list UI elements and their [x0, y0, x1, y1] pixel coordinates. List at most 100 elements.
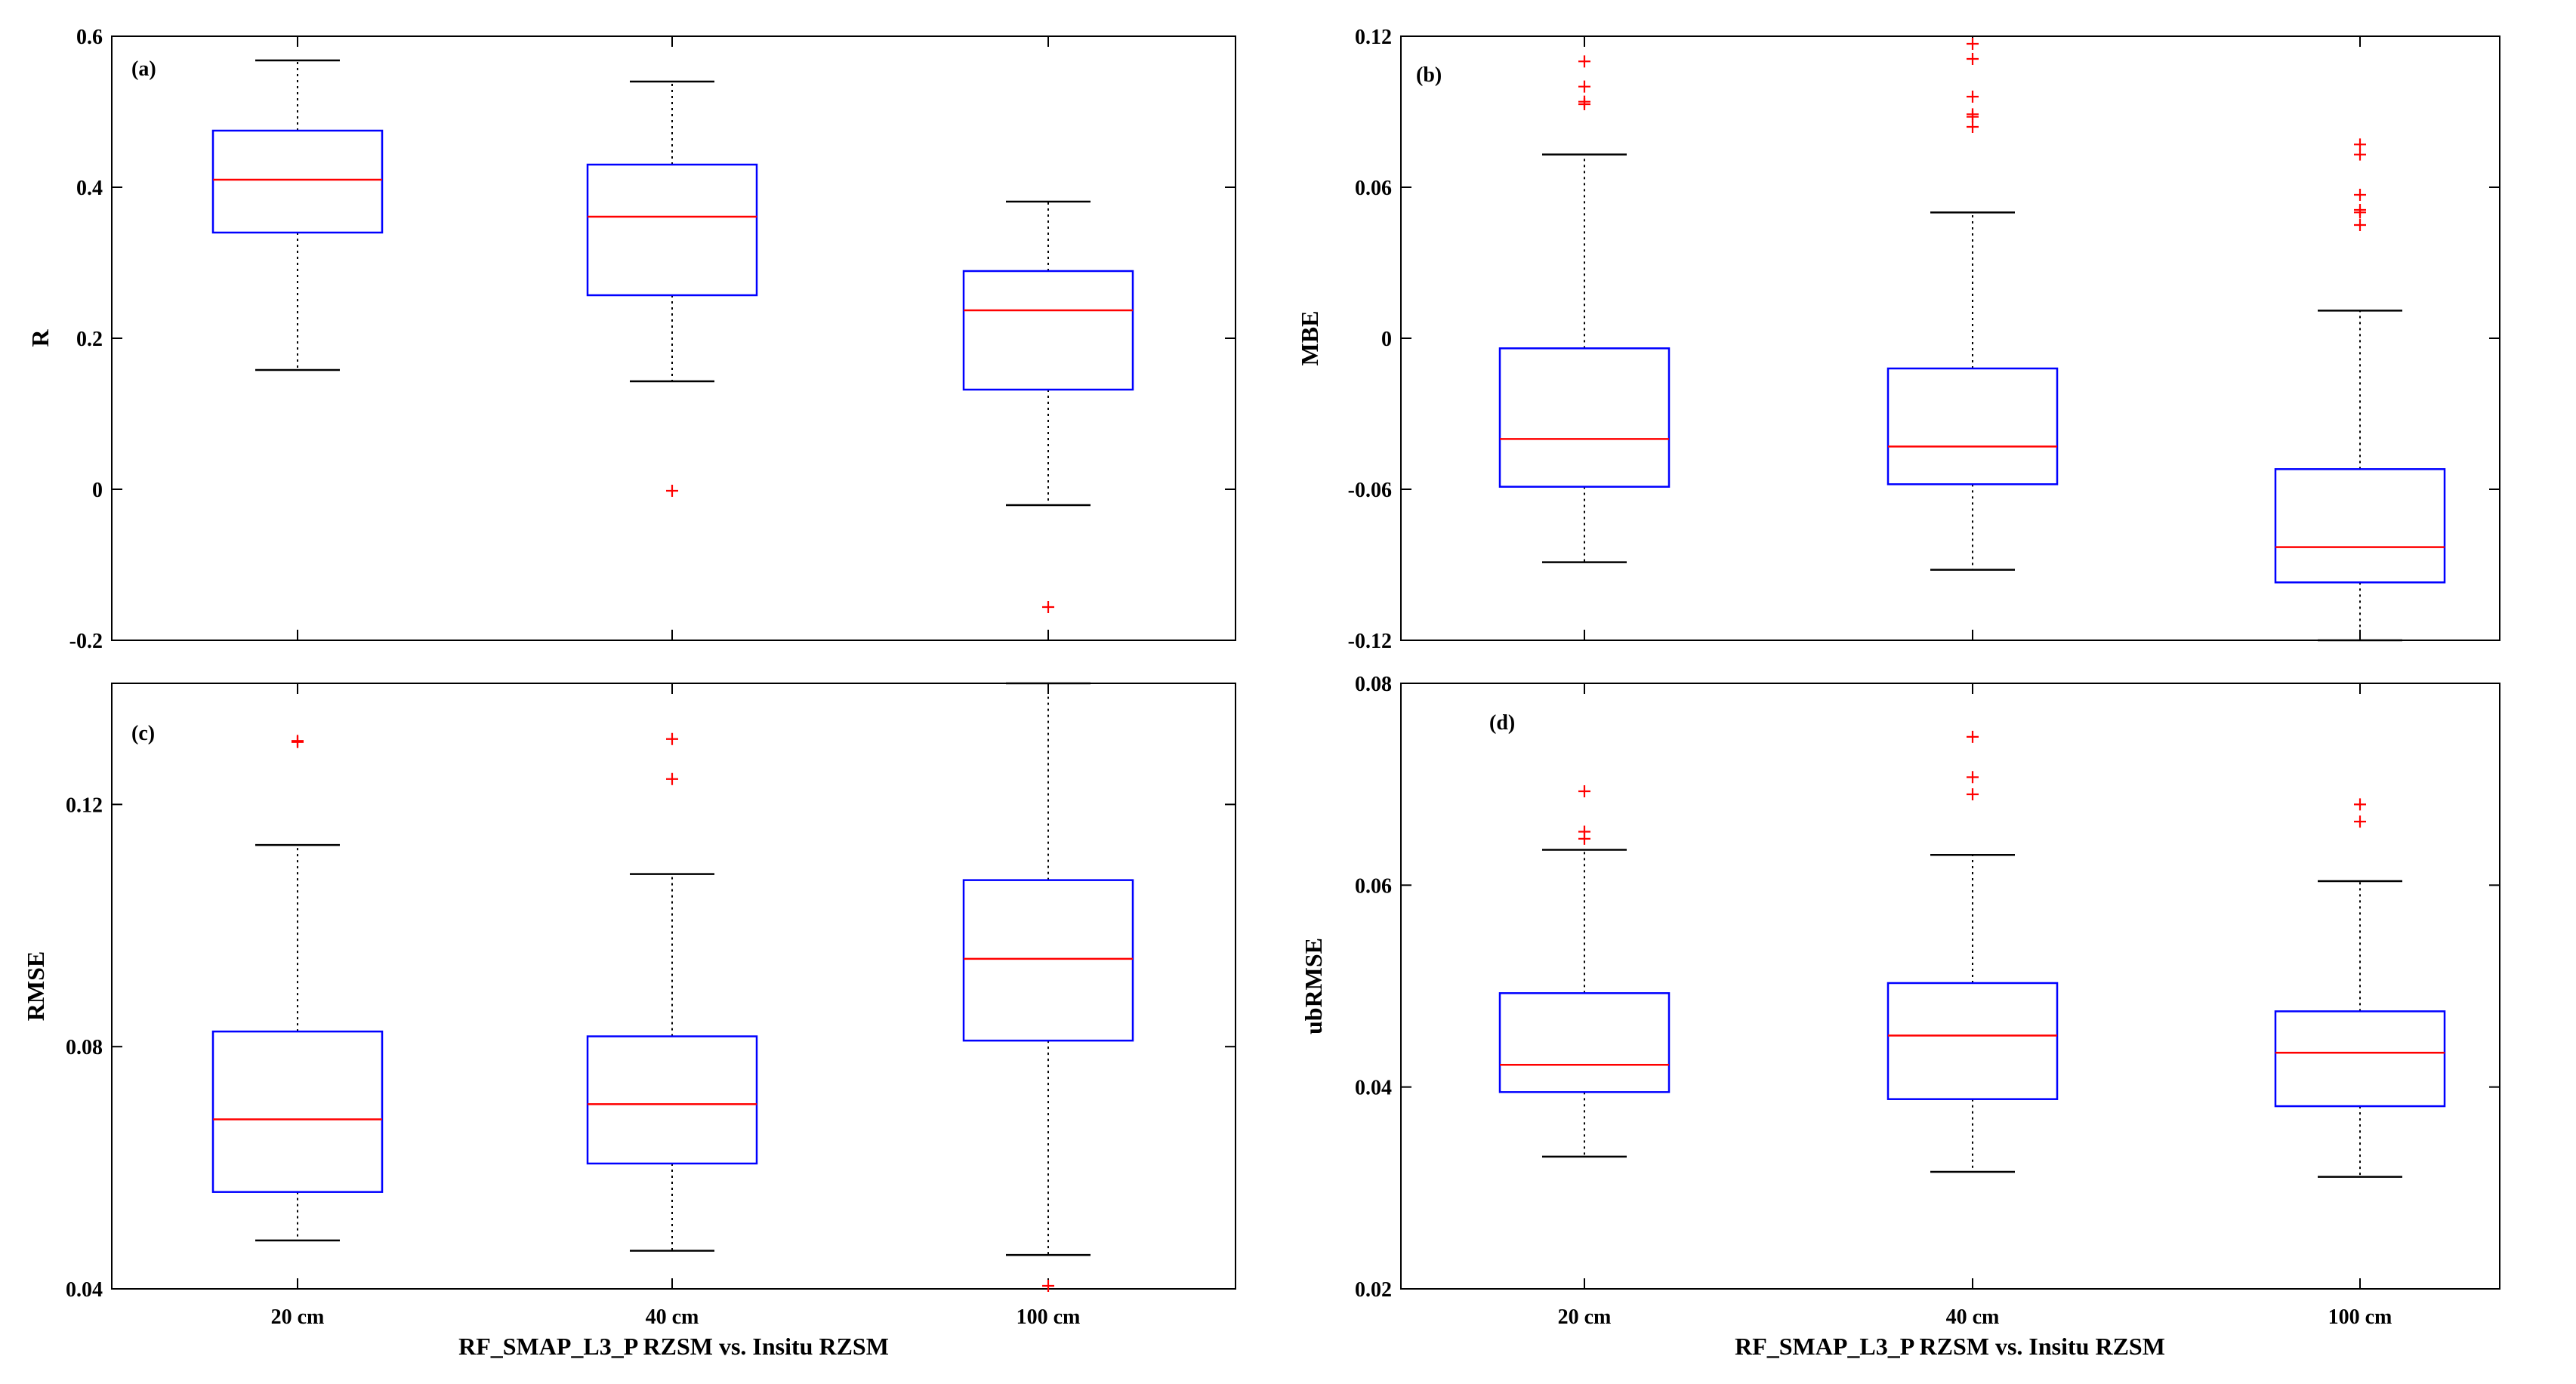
iqr-box: [962, 270, 1134, 391]
iqr-box: [2274, 1010, 2446, 1108]
panel-c-RMSE: 0.04 0.08 0.12 20 cm 40 cm 100 cm (c) RMSE: [22, 682, 1236, 1329]
panel-c-xtick-label: 40 cm: [646, 1305, 699, 1329]
panel-a-R: -0.2 0 0.2 0.4 0.6 (a) R: [26, 26, 1236, 653]
iqr-box: [1498, 347, 1671, 488]
panel-c-boxes: [211, 682, 1134, 1292]
outlier-marker: [1042, 601, 1054, 613]
panel-c-xtick-label: 100 cm: [1017, 1305, 1081, 1329]
x-axis-label-left: RF_SMAP_L3_P RZSM vs. Insitu RZSM: [458, 1333, 889, 1360]
iqr-box: [2274, 468, 2446, 584]
panel-a-x-ticks: [297, 36, 1049, 640]
iqr-box: [211, 129, 384, 234]
outlier-marker: [2354, 148, 2366, 161]
panel-a-ytick-label: 0: [92, 479, 103, 502]
iqr-box: [1886, 982, 2059, 1100]
panel-a-tag: (a): [131, 57, 156, 81]
panel-b-y-axis-label: MBE: [1296, 311, 1323, 366]
panel-c-frame: [111, 683, 1236, 1290]
panel-c-box-0: [211, 735, 384, 1242]
panel-d-ytick-label: 0.04: [1355, 1077, 1392, 1100]
panel-c-ytick-label: 0.12: [66, 794, 103, 817]
panel-a-frame: [111, 35, 1236, 641]
iqr-box: [1498, 992, 1671, 1093]
panel-d-tag: (d): [1489, 711, 1515, 735]
outlier-marker: [666, 732, 678, 745]
panel-a-ytick-label: -0.2: [69, 630, 103, 653]
panel-b-box-0: [1498, 55, 1671, 563]
panel-d-ubRMSE: 0.02 0.04 0.06 0.08 20 cm 40 cm 100 cm (d) ub…: [1300, 673, 2500, 1329]
outlier-marker: [1967, 53, 1979, 65]
outlier-marker: [1578, 80, 1590, 93]
panel-b-ytick-label: 0.06: [1355, 177, 1392, 200]
panel-a-ytick-label: 0.4: [76, 177, 103, 200]
panel-d-xtick-label: 20 cm: [1558, 1305, 1612, 1329]
outlier-marker: [2354, 798, 2366, 811]
outlier-marker: [1967, 788, 1979, 801]
outlier-marker: [1042, 1279, 1054, 1292]
outlier-marker: [666, 772, 678, 785]
panel-c-y-axis-label: RMSE: [22, 951, 49, 1021]
panel-a-y-ticks: -0.2 0 0.2 0.4 0.6: [69, 26, 1236, 653]
panel-a-box-1: [586, 80, 758, 497]
outlier-marker: [666, 485, 678, 497]
outlier-marker: [1967, 91, 1979, 103]
outlier-marker: [1578, 825, 1590, 838]
panel-d-xtick-label: 100 cm: [2328, 1305, 2392, 1329]
panel-d-box-1: [1886, 730, 2059, 1173]
panel-d-box-2: [2274, 798, 2446, 1178]
panel-c-x-ticks: 20 cm 40 cm 100 cm: [271, 683, 1081, 1329]
panel-c-box-2: [962, 682, 1134, 1292]
outlier-marker: [2354, 189, 2366, 201]
panel-d-boxes: [1498, 730, 2446, 1178]
panel-a-boxes: [211, 59, 1134, 613]
iqr-box: [1886, 367, 2059, 485]
outlier-marker: [2354, 204, 2366, 216]
panel-b-box-1: [1886, 38, 2059, 571]
panel-a-ytick-label: 0.6: [76, 26, 103, 49]
panel-b-frame: [1400, 35, 2500, 641]
panel-b-y-ticks: -0.12 -0.06 0 0.06 0.12: [1348, 26, 2500, 653]
outlier-marker: [2354, 219, 2366, 231]
iqr-box: [586, 163, 758, 297]
x-axis-label-right: RF_SMAP_L3_P RZSM vs. Insitu RZSM: [1735, 1333, 2165, 1360]
panel-b-ytick-label: 0.12: [1355, 26, 1392, 49]
panel-d-xtick-label: 40 cm: [1946, 1305, 2000, 1329]
outlier-marker: [2354, 138, 2366, 151]
panel-c-ytick-label: 0.08: [66, 1036, 103, 1059]
panel-a-box-0: [211, 59, 384, 371]
outlier-marker: [1578, 95, 1590, 108]
panel-b-box-2: [2274, 138, 2446, 642]
outlier-marker: [1578, 785, 1590, 798]
outlier-marker: [1967, 108, 1979, 121]
panel-c-ytick-label: 0.04: [66, 1278, 103, 1302]
panel-d-y-axis-label: ubRMSE: [1300, 938, 1327, 1034]
panel-d-x-ticks: 20 cm 40 cm 100 cm: [1558, 683, 2392, 1329]
panel-c-xtick-label: 20 cm: [271, 1305, 325, 1329]
iqr-box: [586, 1035, 758, 1165]
panel-b-ytick-label: 0: [1381, 328, 1392, 351]
outlier-marker: [1967, 771, 1979, 784]
panel-d-ytick-label: 0.08: [1355, 673, 1392, 696]
panel-b-tag: (b): [1416, 63, 1442, 87]
panel-b-MBE: -0.12 -0.06 0 0.06 0.12 (b) MBE: [1296, 26, 2500, 653]
panel-d-box-0: [1498, 785, 1671, 1158]
outlier-marker: [1967, 730, 1979, 743]
panel-c-box-1: [586, 732, 758, 1252]
outlier-marker: [2354, 815, 2366, 828]
panel-a-ytick-label: 0.2: [76, 328, 103, 351]
panel-a-box-2: [962, 200, 1134, 613]
panel-b-ytick-label: -0.12: [1348, 630, 1392, 653]
panel-d-ytick-label: 0.02: [1355, 1278, 1392, 1302]
iqr-box: [211, 1030, 384, 1193]
panel-a-y-axis-label: R: [26, 329, 54, 347]
outlier-marker: [292, 735, 304, 747]
panel-d-y-ticks: 0.02 0.04 0.06 0.08: [1355, 673, 2500, 1302]
panel-d-ytick-label: 0.06: [1355, 874, 1392, 898]
panel-c-y-ticks: 0.04 0.08 0.12: [66, 794, 1236, 1302]
panel-b-boxes: [1498, 38, 2446, 642]
panel-d-frame: [1400, 683, 2500, 1290]
iqr-box: [962, 879, 1134, 1042]
outlier-marker: [1967, 38, 1979, 50]
panel-b-ytick-label: -0.06: [1348, 479, 1392, 502]
